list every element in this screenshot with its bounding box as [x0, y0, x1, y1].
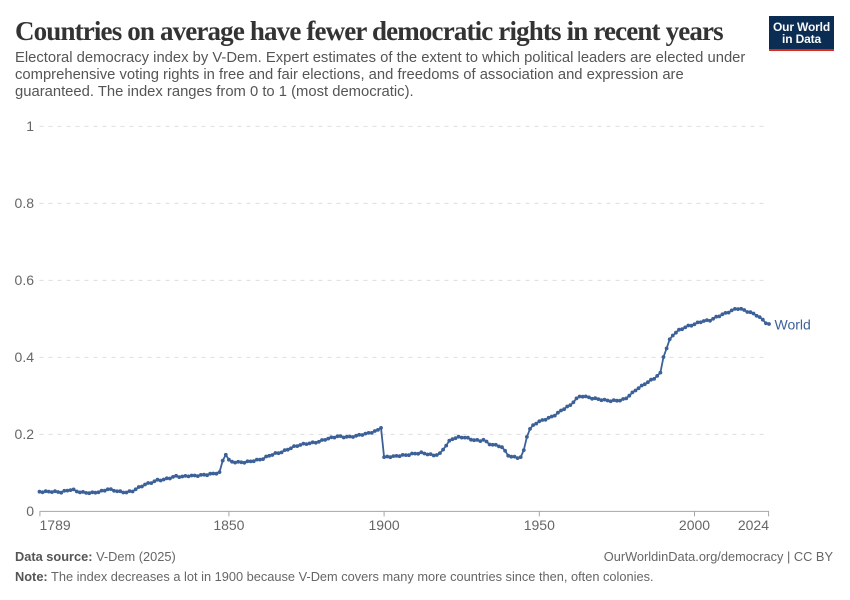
svg-text:1950: 1950	[524, 517, 555, 533]
svg-text:1850: 1850	[213, 517, 244, 533]
svg-text:0.4: 0.4	[15, 349, 35, 365]
svg-text:2024: 2024	[738, 517, 769, 533]
svg-text:2000: 2000	[679, 517, 710, 533]
svg-text:1789: 1789	[40, 517, 71, 533]
svg-text:0.8: 0.8	[15, 195, 35, 211]
svg-text:0.2: 0.2	[15, 426, 35, 442]
svg-text:0.6: 0.6	[15, 272, 35, 288]
svg-text:0: 0	[26, 503, 34, 519]
svg-text:1900: 1900	[369, 517, 400, 533]
svg-text:1: 1	[26, 118, 34, 134]
svg-text:World: World	[775, 317, 811, 333]
